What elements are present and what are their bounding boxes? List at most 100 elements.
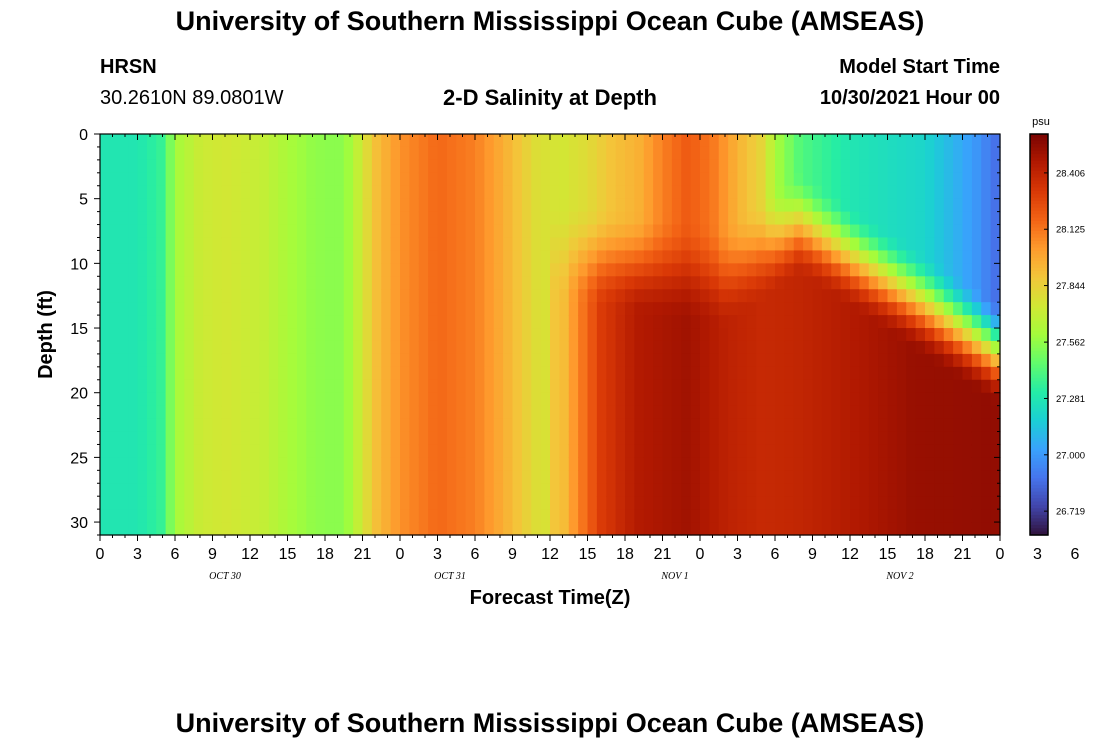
heatmap-cell [746, 444, 757, 458]
heatmap-cell [100, 353, 110, 368]
heatmap-cell [746, 392, 757, 407]
heatmap-cell [625, 366, 635, 381]
heatmap-cell [728, 250, 739, 264]
heatmap-cell [193, 431, 204, 446]
heatmap-cell [146, 263, 157, 277]
heatmap-cell [643, 315, 654, 329]
heatmap-cell [971, 224, 982, 239]
heatmap-cell [934, 289, 945, 303]
heatmap-cell [718, 315, 729, 329]
heatmap-cell [653, 185, 664, 200]
heatmap-cell [175, 431, 185, 446]
heatmap-cell [878, 431, 889, 446]
heatmap-cell [925, 457, 935, 471]
heatmap-cell [962, 211, 973, 226]
heatmap-cell [109, 159, 120, 174]
colorbar-segment [1030, 307, 1048, 312]
heatmap-cell [325, 340, 335, 355]
heatmap-cell [671, 418, 682, 433]
heatmap-cell [943, 353, 954, 368]
heatmap-cell [512, 522, 523, 536]
heatmap-cell [109, 444, 120, 458]
heatmap-cell [653, 198, 664, 213]
heatmap-cell [784, 198, 795, 213]
heatmap-cell [934, 250, 945, 264]
heatmap-cell [371, 522, 382, 536]
heatmap-cell [728, 224, 739, 239]
heatmap-cell [334, 405, 345, 420]
heatmap-cell [653, 509, 664, 523]
heatmap-cell [503, 457, 514, 471]
heatmap-cell [709, 134, 720, 148]
heatmap-cell [990, 211, 1001, 226]
heatmap-cell [287, 431, 298, 446]
heatmap-cell [568, 418, 579, 433]
colorbar-segment [1030, 524, 1048, 529]
heatmap-cell [268, 198, 279, 213]
heatmap-cell [859, 418, 870, 433]
heatmap-cell [906, 379, 917, 394]
heatmap-cell [803, 250, 814, 264]
heatmap-cell [765, 237, 776, 252]
date-label: NOV 1 [660, 571, 688, 582]
heatmap-cell [596, 470, 607, 484]
heatmap-cell [850, 328, 860, 342]
heatmap-cell [268, 483, 279, 497]
heatmap-cell [203, 470, 214, 484]
heatmap-cell [793, 237, 804, 252]
heatmap-cell [934, 353, 945, 368]
heatmap-cell [465, 198, 476, 213]
heatmap-cell [128, 237, 139, 252]
heatmap-cell [381, 418, 392, 433]
heatmap-cell [165, 340, 176, 355]
heatmap-cell [915, 211, 926, 226]
heatmap-cell [953, 405, 964, 420]
heatmap-cell [512, 250, 523, 264]
heatmap-cell [381, 470, 392, 484]
heatmap-cell [568, 405, 579, 420]
heatmap-cell [531, 134, 542, 148]
heatmap-cell [925, 172, 935, 187]
heatmap-cell [465, 340, 476, 355]
heatmap-cell [475, 405, 485, 420]
heatmap-cell [371, 250, 382, 264]
heatmap-cell [559, 198, 570, 213]
heatmap-cell [540, 444, 551, 458]
colorbar-segment [1030, 451, 1048, 456]
heatmap-cell [409, 172, 420, 187]
heatmap-cell [728, 522, 739, 536]
heatmap-cell [146, 366, 157, 381]
heatmap-cell [456, 198, 467, 213]
heatmap-cell [493, 172, 504, 187]
heatmap-cell [259, 366, 270, 381]
heatmap-cell [287, 379, 298, 394]
heatmap-cell [175, 250, 185, 264]
heatmap-cell [193, 276, 204, 290]
heatmap-cell [615, 224, 626, 239]
heatmap-cell [456, 328, 467, 342]
heatmap-cell [634, 159, 645, 174]
heatmap-cell [943, 418, 954, 433]
heatmap-cell [850, 431, 860, 446]
heatmap-cell [596, 405, 607, 420]
heatmap-cell [709, 496, 720, 510]
heatmap-cell [493, 276, 504, 290]
heatmap-cell [118, 392, 129, 407]
heatmap-cell [512, 263, 523, 277]
heatmap-cell [137, 159, 148, 174]
heatmap-cell [437, 340, 448, 355]
heatmap-cell [503, 328, 514, 342]
heatmap-cell [390, 289, 401, 303]
heatmap-cell [512, 509, 523, 523]
date-label: OCT 30 [209, 571, 241, 582]
heatmap-cell [296, 366, 307, 381]
heatmap-cell [596, 509, 607, 523]
heatmap-cell [437, 470, 448, 484]
heatmap-cell [906, 418, 917, 433]
colorbar-segment [1030, 167, 1048, 172]
heatmap-cell [362, 134, 373, 148]
heatmap-cell [812, 431, 823, 446]
heatmap-cell [568, 276, 579, 290]
colorbar-segment [1030, 244, 1048, 249]
heatmap-cell [971, 496, 982, 510]
